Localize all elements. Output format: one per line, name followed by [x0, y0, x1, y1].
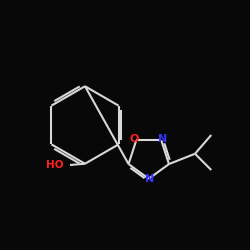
- Text: HO: HO: [46, 160, 64, 170]
- Text: O: O: [130, 134, 139, 144]
- Text: N: N: [146, 174, 154, 184]
- Text: N: N: [158, 134, 167, 144]
